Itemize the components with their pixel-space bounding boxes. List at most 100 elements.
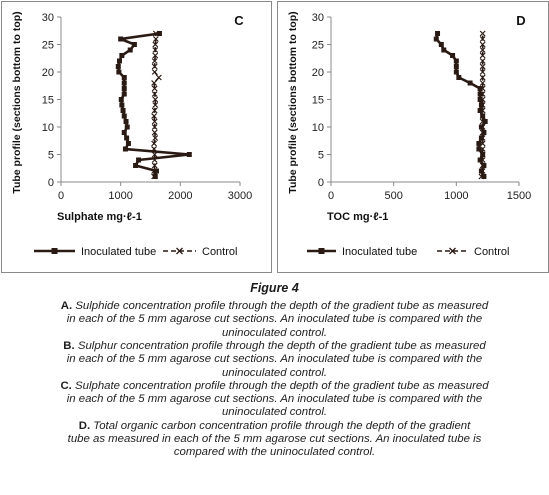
- data-point: [155, 74, 162, 81]
- data-point: [479, 157, 486, 163]
- data-point: [152, 174, 158, 179]
- data-point: [479, 140, 486, 147]
- data-point: [151, 113, 158, 119]
- data-point: [121, 80, 127, 86]
- data-point: [481, 174, 487, 179]
- data-point: [151, 80, 158, 86]
- legend-label-control: Control: [202, 246, 237, 258]
- data-point: [120, 108, 126, 113]
- caption-text: uninoculated control.: [221, 326, 328, 339]
- legend-label-inoculated: Inoculated tube: [81, 246, 156, 258]
- data-point: [479, 30, 486, 37]
- data-point: [118, 97, 124, 102]
- data-point: [151, 58, 158, 64]
- caption-text: compared with the uninoculated control.: [173, 446, 376, 459]
- caption-line: D. Total organic carbon concentration pr…: [0, 420, 549, 433]
- y-axis-label: Tube profile (sections bottom to top): [11, 11, 23, 193]
- y-tick-label: 0: [318, 177, 324, 189]
- data-point: [151, 118, 158, 125]
- data-point: [477, 97, 483, 102]
- data-point: [136, 157, 142, 163]
- caption-text: Sulphur concentration profile through th…: [74, 339, 486, 352]
- x-axis-label: Sulphate mg·ℓ-1: [57, 211, 142, 223]
- data-point: [479, 162, 486, 169]
- data-point: [479, 58, 486, 64]
- data-point: [119, 102, 125, 108]
- data-point: [121, 86, 127, 91]
- data-point: [151, 129, 158, 136]
- data-point: [152, 135, 159, 141]
- data-point: [124, 124, 130, 130]
- caption-line: uninoculated control.: [0, 406, 549, 419]
- caption-line: in each of the 5 mm agarose cut sections…: [0, 313, 549, 326]
- data-point: [116, 69, 122, 75]
- caption-text: in each of the 5 mm agarose cut sections…: [66, 313, 483, 326]
- data-point: [479, 36, 486, 42]
- data-point: [477, 86, 483, 91]
- caption-text: tube as measured in each of the 5 mm aga…: [67, 433, 482, 445]
- x-tick-label: 0: [328, 190, 334, 202]
- chart-frame: [277, 1, 549, 273]
- data-point: [479, 118, 486, 125]
- caption-panel-letter: B.: [63, 339, 75, 352]
- data-point: [152, 30, 159, 37]
- data-point: [479, 151, 486, 158]
- data-point: [115, 64, 121, 69]
- data-point: [151, 157, 158, 163]
- panel-letter: D: [516, 13, 525, 28]
- caption-panel-letter: C.: [60, 379, 72, 392]
- caption-text: Total organic carbon concentration profi…: [90, 419, 471, 432]
- caption-text: Sulphide concentration profile through t…: [72, 300, 489, 312]
- data-point: [479, 69, 486, 75]
- data-point: [479, 124, 486, 130]
- data-point: [124, 135, 130, 141]
- chart-panel-c: 0 5 10 15 20 25 30 0 1000 2000 3000 C Sulphate mg·ℓ-…: [1, 1, 272, 273]
- data-point: [131, 42, 137, 47]
- caption-line: C. Sulphate concentration profile throug…: [0, 380, 549, 393]
- data-point: [453, 58, 459, 64]
- data-point: [151, 124, 158, 130]
- data-point: [456, 75, 462, 80]
- data-point: [482, 119, 488, 124]
- data-point: [479, 168, 486, 174]
- y-tick-label: 10: [312, 122, 324, 134]
- data-point: [479, 91, 486, 97]
- data-point: [152, 96, 159, 103]
- caption-text: uninoculated control.: [221, 366, 328, 379]
- y-tick-label: 30: [42, 12, 54, 24]
- y-tick-label: 25: [312, 40, 324, 52]
- caption-line: tube as measured in each of the 5 mm aga…: [0, 433, 549, 446]
- data-point: [479, 80, 486, 86]
- chart-panel-d: 0 5 10 15 20 25 30 0 500 1000 1500 D TOC mg·ℓ-1 Tube …: [277, 1, 549, 273]
- data-point: [479, 63, 486, 70]
- data-point: [121, 75, 127, 80]
- data-point: [478, 102, 484, 108]
- data-point: [478, 135, 484, 141]
- caption-line: uninoculated control.: [0, 327, 549, 340]
- data-point: [152, 41, 159, 48]
- data-point: [151, 69, 158, 75]
- data-point: [453, 69, 459, 75]
- panel-letter: C: [234, 13, 244, 28]
- data-point: [151, 91, 158, 97]
- data-point: [119, 53, 125, 58]
- data-point: [481, 130, 487, 135]
- caption-line: compared with the uninoculated control.: [0, 446, 549, 459]
- data-point: [479, 52, 486, 59]
- data-point: [477, 157, 483, 163]
- caption-line: in each of the 5 mm agarose cut sections…: [0, 353, 549, 366]
- legend-marker-control: [449, 247, 456, 255]
- data-point: [478, 124, 484, 130]
- data-point: [116, 58, 122, 64]
- data-point: [478, 173, 485, 180]
- data-point: [151, 162, 158, 169]
- data-point: [127, 47, 133, 53]
- data-point: [481, 163, 487, 168]
- x-axis-label: TOC mg·ℓ-1: [327, 211, 388, 223]
- data-point: [151, 146, 158, 152]
- y-tick-label: 30: [312, 12, 324, 24]
- data-point: [121, 113, 127, 119]
- y-tick-label: 15: [312, 95, 324, 107]
- data-point: [479, 129, 486, 136]
- legend-marker-inoculated: [318, 248, 325, 254]
